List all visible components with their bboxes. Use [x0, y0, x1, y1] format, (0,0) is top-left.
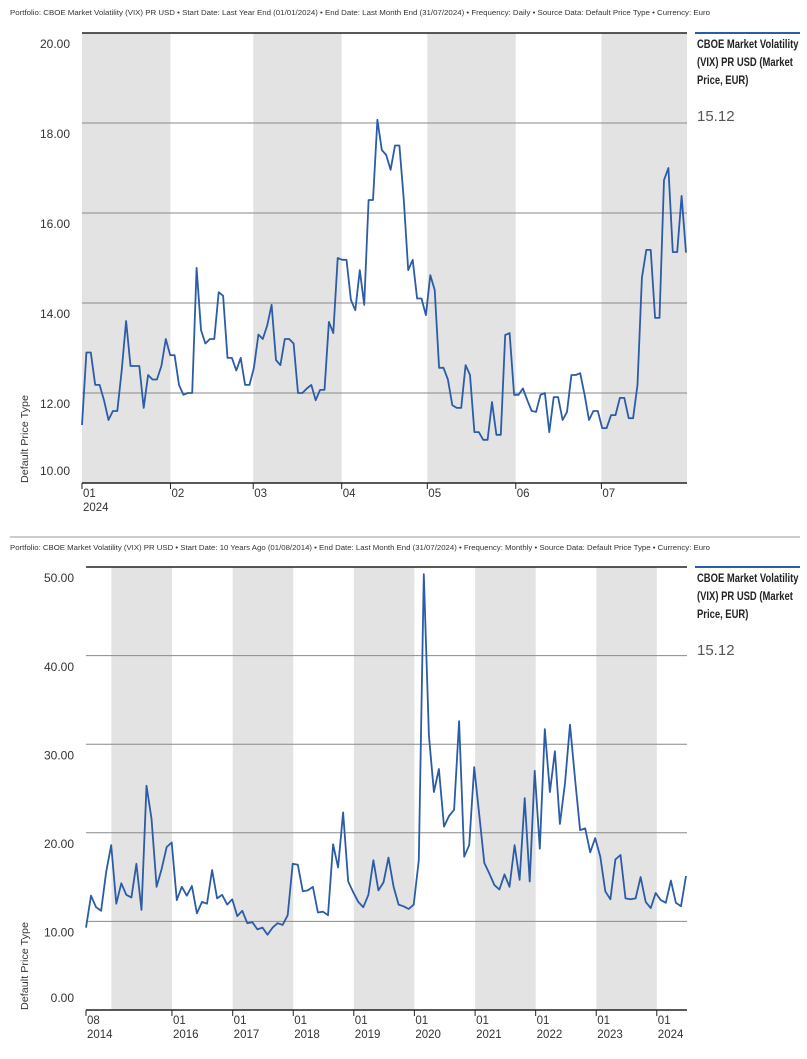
y-tick-label: 10.00: [44, 926, 74, 940]
x-tick-year: 2019: [355, 1029, 381, 1041]
x-tick-year: 2018: [294, 1029, 320, 1041]
y-tick-label: 16.00: [40, 217, 70, 231]
shade-band: [427, 33, 516, 483]
x-tick-label: 02: [171, 488, 184, 500]
subtitle: Portfolio: CBOE Market Volatility (VIX) …: [10, 10, 710, 17]
x-tick-label: 01: [537, 1015, 550, 1027]
y-tick-label: 18.00: [40, 127, 70, 141]
series-line: [85, 573, 687, 936]
x-tick-year: 2023: [597, 1029, 623, 1041]
subtitle: Portfolio: CBOE Market Volatility (VIX) …: [10, 545, 710, 552]
x-tick-year: 2020: [415, 1029, 441, 1041]
x-tick-label: 03: [254, 488, 267, 500]
x-tick-year: 2024: [658, 1029, 684, 1041]
legend-last-value: 15.12: [697, 108, 735, 125]
legend-entry: CBOE Market Volatility (VIX) PR USD (Mar…: [697, 573, 799, 621]
x-tick-label: 01: [294, 1015, 307, 1027]
shade-band: [111, 567, 172, 1010]
x-tick-label: 06: [517, 488, 530, 500]
x-tick-label: 01: [173, 1015, 186, 1027]
x-tick-year: 2021: [476, 1029, 502, 1041]
x-tick-label: 01: [234, 1015, 247, 1027]
y-tick-label: 20.00: [44, 837, 74, 851]
series-line: [81, 118, 687, 441]
y-axis-label: Default Price Type: [19, 922, 31, 1010]
x-tick-label: 08: [87, 1015, 100, 1027]
x-tick-label: 01: [658, 1015, 671, 1027]
y-tick-label: 20.00: [40, 37, 70, 51]
shade-band: [82, 33, 171, 483]
x-tick-label: 01: [415, 1015, 428, 1027]
x-tick-label: 05: [428, 488, 441, 500]
legend-bar: [695, 32, 800, 34]
x-tick-year: 2024: [83, 502, 109, 514]
y-tick-label: 12.00: [40, 397, 70, 411]
x-tick-year: 2017: [234, 1029, 260, 1041]
y-tick-label: 40.00: [44, 660, 74, 674]
shade-band: [232, 567, 294, 1010]
legend-entry: CBOE Market Volatility (VIX) PR USD (Mar…: [697, 39, 799, 87]
x-tick-label: 07: [602, 488, 615, 500]
legend-bar: [695, 566, 800, 568]
y-axis-label: Default Price Type: [19, 395, 31, 483]
x-tick-label: 01: [83, 488, 96, 500]
y-tick-label: 0.00: [51, 991, 75, 1005]
y-tick-label: 10.00: [40, 464, 70, 478]
x-tick-year: 2016: [173, 1029, 199, 1041]
shade-band: [475, 567, 536, 1010]
y-tick-label: 30.00: [44, 748, 74, 762]
x-tick-year: 2022: [537, 1029, 563, 1041]
x-tick-label: 01: [597, 1015, 610, 1027]
shade-band: [353, 567, 415, 1010]
x-tick-label: 01: [476, 1015, 489, 1027]
x-tick-label: 04: [343, 488, 356, 500]
y-tick-label: 14.00: [40, 307, 70, 321]
y-tick-label: 50.00: [44, 571, 74, 585]
shade-band: [596, 567, 657, 1010]
x-tick-label: 01: [355, 1015, 368, 1027]
x-tick-year: 2014: [87, 1029, 113, 1041]
shade-band: [253, 33, 342, 483]
legend-last-value: 15.12: [697, 642, 735, 659]
